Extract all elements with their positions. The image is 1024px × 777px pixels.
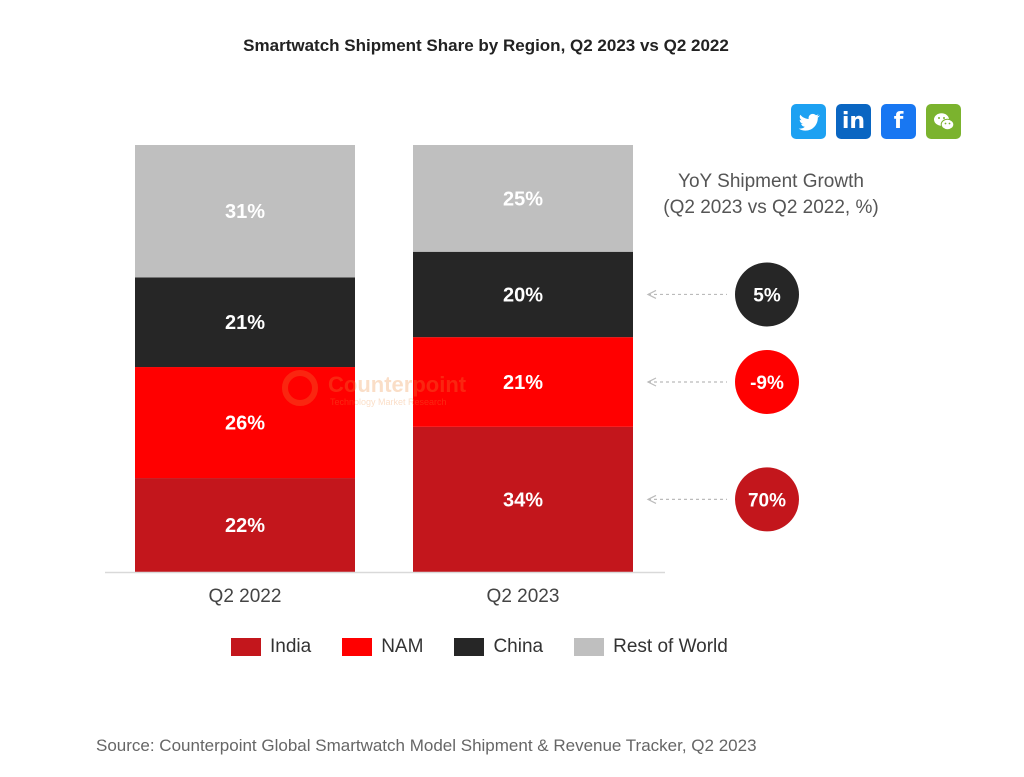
legend-swatch [574, 638, 605, 656]
bar-segment-nam-1 [135, 367, 355, 479]
twitter-icon [797, 110, 821, 134]
legend-label: China [493, 636, 544, 657]
legend-swatch [454, 638, 485, 656]
growth-label: 5% [753, 285, 781, 306]
growth-arrowhead [646, 289, 657, 299]
data-label: 22% [225, 515, 265, 537]
data-label: 26% [225, 413, 265, 435]
linkedin-share-button[interactable]: in [836, 104, 871, 139]
facebook-icon: f [893, 109, 904, 134]
bar-segment-china-2 [413, 251, 633, 338]
growth-title-line: (Q2 2023 vs Q2 2022, %) [663, 197, 878, 218]
chart-legend: India NAM China Rest of World [231, 634, 728, 660]
x-tick-label: Q2 2022 [209, 586, 282, 607]
data-label: 21% [503, 372, 543, 394]
growth-label: -9% [750, 373, 784, 394]
legend-label: Rest of World [613, 636, 728, 657]
growth-label: 70% [748, 490, 786, 511]
svg-text:Counterpoint: Counterpoint [328, 372, 467, 397]
growth-title-line: YoY Shipment Growth [678, 171, 864, 192]
legend-swatch [342, 638, 373, 656]
legend-item-nam: NAM [342, 636, 423, 658]
data-label: 34% [503, 489, 543, 511]
growth-circle-nam [735, 349, 799, 414]
x-tick-label: Q2 2023 [487, 586, 560, 607]
facebook-share-button[interactable]: f [881, 104, 916, 139]
bar-segment-rest-of-world-1 [135, 145, 355, 278]
legend-label: NAM [381, 636, 424, 657]
wechat-share-button[interactable] [926, 104, 961, 139]
legend-item-china: China [454, 636, 543, 658]
source-note: Source: Counterpoint Global Smartwatch M… [96, 736, 757, 755]
bar-segment-nam-2 [413, 337, 633, 427]
data-label: 25% [503, 188, 543, 210]
bar-segment-india-1 [135, 478, 355, 572]
data-label: 21% [225, 312, 265, 334]
social-share-bar: in f [791, 104, 961, 140]
bar-segment-rest-of-world-2 [413, 145, 633, 252]
bar-segment-china-1 [135, 277, 355, 368]
bar-segment-india-2 [413, 426, 633, 572]
growth-circle-india [735, 467, 799, 532]
legend-label: India [270, 636, 312, 657]
legend-item-india: India [231, 636, 311, 658]
svg-text:Technology Market Research: Technology Market Research [330, 397, 447, 407]
linkedin-icon: in [841, 109, 866, 134]
growth-circle-china [735, 262, 799, 327]
data-label: 31% [225, 201, 265, 223]
growth-arrowhead [646, 494, 657, 504]
legend-swatch [231, 638, 261, 656]
twitter-share-button[interactable] [791, 104, 826, 139]
legend-item-rest-of-world: Rest of World [574, 636, 728, 658]
chart-title: Smartwatch Shipment Share by Region, Q2 … [243, 36, 729, 55]
growth-arrowhead [646, 377, 657, 387]
data-label: 20% [503, 284, 543, 306]
wechat-icon [932, 110, 956, 134]
